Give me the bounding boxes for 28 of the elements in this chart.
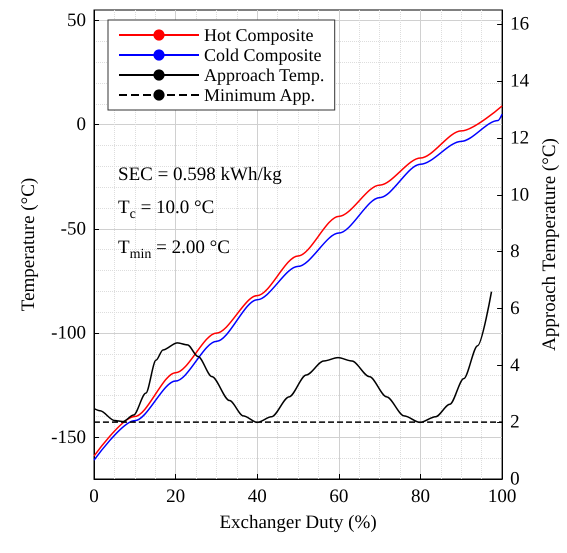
x-tick-label: 40 [248,486,267,507]
y-tick-label: -100 [51,322,86,344]
y2-tick-label: 6 [510,298,520,319]
y-tick-label: -150 [51,426,86,448]
x-tick-label: 0 [89,486,99,507]
y2-axis-title: Approach Temperature (°C) [539,138,560,351]
legend-label: Cold Composite [204,45,322,65]
y2-tick-label: 14 [510,70,530,92]
legend-label: Hot Composite [204,25,314,45]
x-tick-label: 20 [166,486,186,507]
y-tick-label: 0 [76,114,86,136]
y2-tick-label: 10 [510,184,530,206]
y2-tick-label: 8 [510,241,520,262]
x-tick-label: 80 [410,486,430,507]
annotation: T$_{c}$ = 10.0 °C [118,196,216,224]
y2-tick-label: 2 [510,412,520,433]
y-axis-title: Temperature (°C) [18,178,39,312]
annotation: T$_{min}$ = 2.00 °C [118,236,231,264]
legend-label: Minimum App. [204,85,316,105]
annotation: SEC = 0.598 kWh/kg [118,163,282,187]
y-tick-label: -50 [60,218,86,240]
y-tick-label: 50 [67,10,86,31]
x-tick-label: 60 [329,486,348,507]
legend-label: Approach Temp. [204,65,324,85]
x-axis-title: Exchanger Duty (%) [219,512,377,533]
y2-tick-label: 16 [510,14,530,35]
y2-tick-label: 4 [510,354,520,376]
y2-tick-label: 12 [510,127,530,148]
